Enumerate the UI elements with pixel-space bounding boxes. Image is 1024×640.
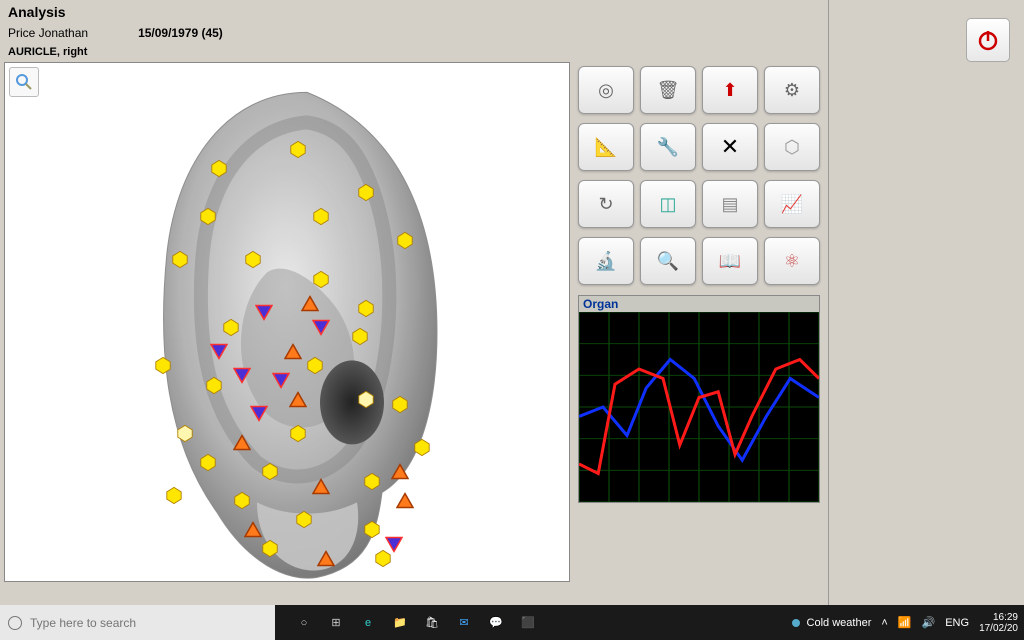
marker-tri_dn[interactable]	[210, 343, 228, 364]
tray-chevron-icon[interactable]: ˄	[881, 617, 887, 629]
right-panel	[828, 0, 1024, 605]
tray-date: 17/02/20	[979, 623, 1018, 634]
patient-dob: 15/09/1979 (45)	[138, 26, 223, 40]
taskbar[interactable]: ○ ⊞ e 📁 🛍 ✉ 💬 ⬛ Cold weather ˄ 📶 🔊 ENG 16:29 17…	[0, 605, 1024, 640]
tool-molecule[interactable]: ⚛	[764, 237, 820, 285]
taskbar-store-icon[interactable]: 🛍	[421, 612, 443, 634]
weather-widget[interactable]: Cold weather	[789, 616, 872, 630]
marker-hex[interactable]	[351, 328, 369, 351]
marker-hex[interactable]	[295, 511, 313, 534]
marker-hex[interactable]	[312, 270, 330, 293]
marker-tri_dn[interactable]	[255, 305, 273, 326]
tray-time: 16:29	[979, 612, 1018, 623]
taskbar-mail-icon[interactable]: ✉	[453, 612, 475, 634]
marker-tri_dn[interactable]	[312, 319, 330, 340]
tool-stack[interactable]: ▤	[702, 180, 758, 228]
patient-name: Price Jonathan	[8, 26, 88, 40]
tool-gift[interactable]: ⬆	[702, 66, 758, 114]
tool-measure[interactable]: 📐	[578, 123, 634, 171]
tool-hex[interactable]: ⬡	[764, 123, 820, 171]
marker-hex[interactable]	[165, 487, 183, 510]
marker-hex[interactable]	[391, 395, 409, 418]
marker-tri_up[interactable]	[317, 551, 335, 572]
marker-tri_up[interactable]	[289, 392, 307, 413]
tool-close[interactable]: ✕	[702, 123, 758, 171]
marker-hex[interactable]	[233, 492, 251, 515]
ear-canvas[interactable]	[4, 62, 570, 582]
marker-hex[interactable]	[396, 232, 414, 255]
marker-tri_dn[interactable]	[250, 406, 268, 427]
tool-refresh[interactable]: ↻	[578, 180, 634, 228]
marker-hex[interactable]	[244, 251, 262, 274]
marker-hex[interactable]	[171, 251, 189, 274]
marker-hex[interactable]	[357, 299, 375, 322]
marker-tri_up[interactable]	[301, 295, 319, 316]
tray-volume-icon[interactable]: 🔊	[922, 616, 936, 629]
page-header: Analysis	[0, 0, 828, 24]
taskbar-file-explorer-icon[interactable]: 📁	[389, 612, 411, 634]
tray-clock[interactable]: 16:29 17/02/20	[979, 612, 1018, 634]
marker-tri_up[interactable]	[244, 522, 262, 543]
marker-hex[interactable]	[261, 463, 279, 486]
weather-text: Cold weather	[807, 617, 872, 629]
tool-chart[interactable]: 📈	[764, 180, 820, 228]
graph-title: Organ	[579, 296, 819, 312]
marker-hex[interactable]	[199, 453, 217, 476]
system-tray[interactable]: Cold weather ˄ 📶 🔊 ENG 16:29 17/02/20	[789, 612, 1024, 634]
graph-body[interactable]	[579, 312, 819, 502]
taskbar-edge-icon[interactable]: e	[357, 612, 379, 634]
power-button[interactable]	[966, 18, 1010, 62]
page-title: Analysis	[8, 4, 820, 20]
tool-bucket[interactable]: 🗑	[640, 66, 696, 114]
taskbar-whatsapp-icon[interactable]: 💬	[485, 612, 507, 634]
marker-hex[interactable]	[222, 318, 240, 341]
tool-cubes[interactable]: ◫	[640, 180, 696, 228]
region-label: AURICLE, right	[0, 42, 828, 62]
marker-tri_dn[interactable]	[272, 372, 290, 393]
marker-tri_up[interactable]	[396, 493, 414, 514]
tool-spray[interactable]: 🔧	[640, 123, 696, 171]
graph-panel: Organ	[578, 295, 820, 503]
marker-hex[interactable]	[306, 357, 324, 380]
marker-hex[interactable]	[374, 550, 392, 573]
marker-hex[interactable]	[205, 376, 223, 399]
marker-hex[interactable]	[176, 424, 194, 447]
marker-tri_up[interactable]	[284, 343, 302, 364]
taskbar-cortana-icon[interactable]: ○	[293, 612, 315, 634]
marker-hex[interactable]	[357, 183, 375, 206]
marker-hex[interactable]	[357, 391, 375, 414]
marker-hex[interactable]	[363, 472, 381, 495]
tool-book[interactable]: 📖	[702, 237, 758, 285]
marker-hex[interactable]	[289, 424, 307, 447]
marker-hex[interactable]	[199, 207, 217, 230]
marker-tri_up[interactable]	[233, 435, 251, 456]
marker-hex[interactable]	[210, 159, 228, 182]
taskbar-task-view-icon[interactable]: ⊞	[325, 612, 347, 634]
tool-engine[interactable]: ⚙	[764, 66, 820, 114]
tool-target[interactable]: ◎	[578, 66, 634, 114]
marker-tri_up[interactable]	[312, 478, 330, 499]
search-input[interactable]	[30, 616, 275, 630]
tool-microscope[interactable]: 🔬	[578, 237, 634, 285]
marker-hex[interactable]	[289, 140, 307, 163]
taskbar-app-icon[interactable]: ⬛	[517, 612, 539, 634]
tray-lang[interactable]: ENG	[945, 617, 969, 629]
patient-info: Price Jonathan 15/09/1979 (45)	[0, 24, 828, 42]
marker-hex[interactable]	[413, 439, 431, 462]
marker-hex[interactable]	[363, 521, 381, 544]
start-circle-icon[interactable]	[8, 616, 22, 630]
taskbar-search[interactable]	[0, 605, 275, 640]
marker-hex[interactable]	[312, 207, 330, 230]
tray-wifi-icon[interactable]: 📶	[898, 616, 912, 629]
marker-tri_dn[interactable]	[233, 367, 251, 388]
zoom-icon[interactable]	[9, 67, 39, 97]
tool-doc-search[interactable]: 🔍	[640, 237, 696, 285]
marker-tri_up[interactable]	[391, 464, 409, 485]
marker-hex[interactable]	[154, 357, 172, 380]
marker-hex[interactable]	[261, 540, 279, 563]
taskbar-app-icons: ○ ⊞ e 📁 🛍 ✉ 💬 ⬛	[293, 612, 539, 634]
tool-palette: ◎🗑⬆⚙ 📐🔧✕⬡ ↻◫▤📈 🔬🔍📖⚛	[574, 62, 824, 289]
